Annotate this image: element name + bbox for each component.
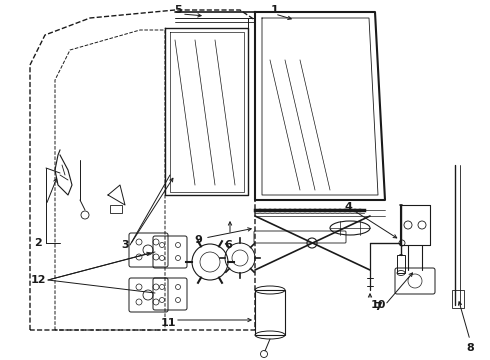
- Text: 5: 5: [174, 5, 182, 15]
- Bar: [255, 290, 285, 335]
- Text: 4: 4: [344, 202, 352, 212]
- Bar: [452, 290, 464, 308]
- Text: 6: 6: [224, 240, 232, 250]
- Text: 9: 9: [194, 235, 202, 245]
- Bar: [110, 205, 122, 213]
- Text: 2: 2: [34, 238, 42, 248]
- Text: 12: 12: [30, 275, 46, 285]
- Text: 8: 8: [466, 343, 474, 353]
- Text: 7: 7: [374, 302, 382, 312]
- Text: 10: 10: [370, 300, 386, 310]
- Text: 11: 11: [160, 318, 176, 328]
- Text: 1: 1: [271, 5, 279, 15]
- Text: 3: 3: [121, 240, 129, 250]
- Bar: [397, 255, 405, 273]
